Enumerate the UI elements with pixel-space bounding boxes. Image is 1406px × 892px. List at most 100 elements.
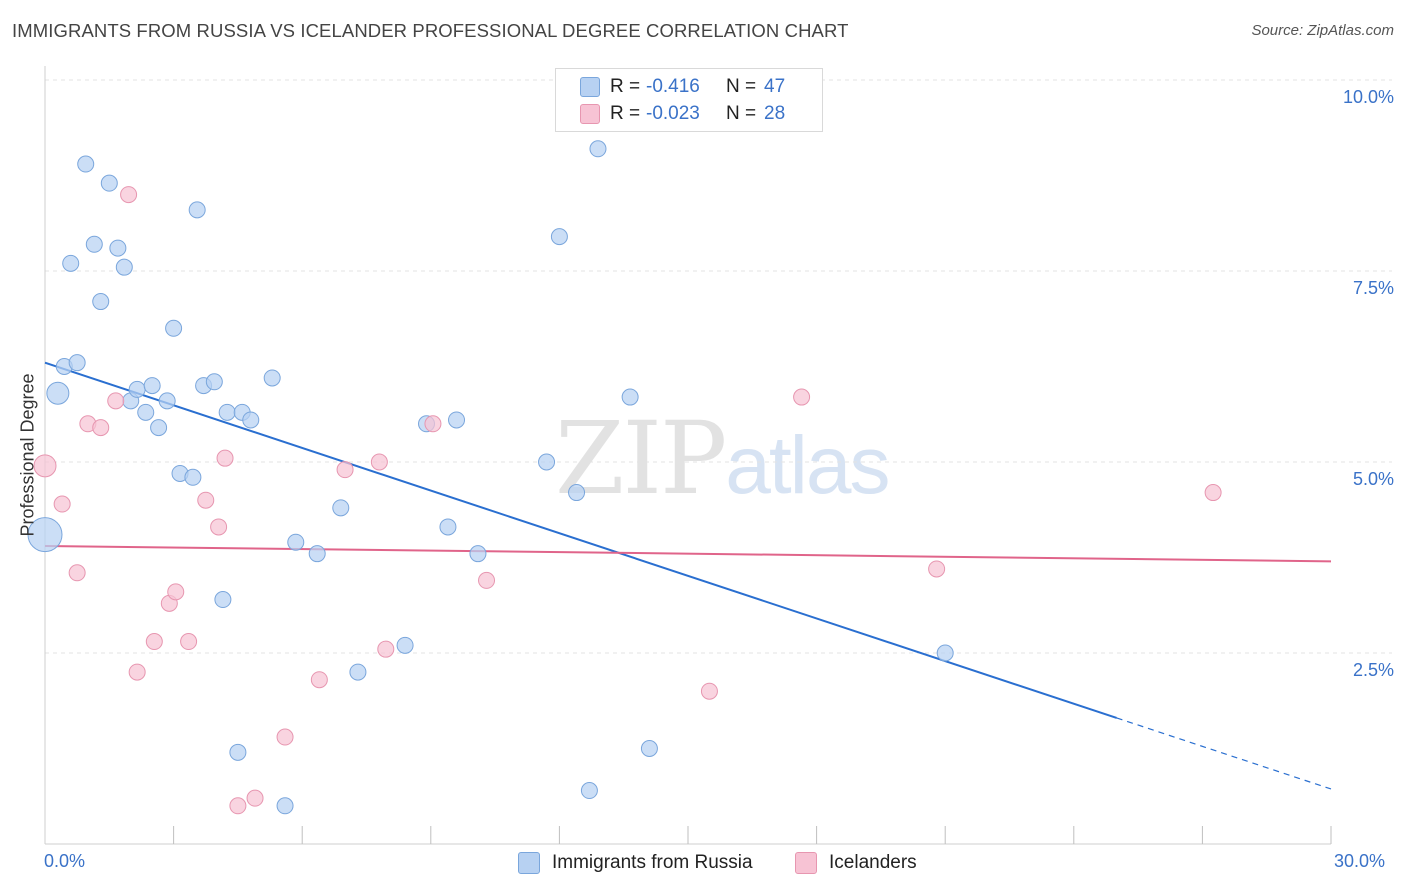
x-tick-label-min: 0.0%: [44, 851, 86, 871]
point-russia: [936, 644, 954, 662]
point-russia: [165, 319, 183, 337]
chart-title: IMMIGRANTS FROM RUSSIA VS ICELANDER PROF…: [12, 20, 849, 41]
bottom-legend-iceland: Icelanders: [795, 852, 917, 874]
y-tick-label-5: 5.0%: [1352, 469, 1394, 489]
bottom-legend-russia: Immigrants from Russia: [518, 852, 753, 874]
legend-swatch-iceland: [580, 104, 600, 124]
point-iceland: [53, 495, 71, 513]
correlation-legend: R = -0.416 N = 47 R = -0.023 N = 28: [555, 68, 823, 132]
point-russia: [469, 545, 487, 563]
point-iceland: [107, 392, 125, 410]
trend-line-iceland: [44, 545, 1332, 563]
bottom-legend-swatch-iceland: [795, 852, 817, 874]
legend-row-iceland: R = -0.023 N = 28: [580, 102, 785, 126]
legend-row-russia: R = -0.416 N = 47: [580, 75, 785, 99]
point-russia: [150, 419, 168, 437]
point-russia: [218, 403, 236, 421]
point-russia: [109, 239, 127, 257]
point-iceland: [310, 671, 328, 689]
watermark-atlas: atlas: [725, 420, 890, 511]
y-tick-label-10: 10.0%: [1342, 87, 1394, 107]
point-russia: [332, 499, 350, 517]
trend-lines: [44, 361, 1332, 790]
point-iceland: [210, 518, 228, 536]
source-credit: Source: ZipAtlas.com: [1251, 22, 1394, 39]
point-iceland: [180, 633, 198, 651]
trend-line-russia-extension: [1116, 717, 1332, 790]
point-iceland: [370, 453, 388, 471]
point-russia: [77, 155, 95, 173]
legend-r-value: -0.023: [646, 103, 700, 124]
point-iceland: [928, 560, 946, 578]
point-russia: [214, 591, 232, 609]
y-axis-label: Professional Degree: [17, 373, 38, 537]
point-russia: [62, 254, 80, 272]
point-iceland: [145, 633, 163, 651]
point-russia: [137, 403, 155, 421]
point-russia: [143, 377, 161, 395]
data-points: [27, 140, 1222, 815]
point-russia: [263, 369, 281, 387]
legend-n-value: 47: [764, 76, 786, 97]
legend-swatch-russia: [580, 77, 600, 97]
point-russia: [85, 235, 103, 253]
point-russia: [158, 392, 176, 410]
point-russia: [396, 636, 414, 654]
point-iceland: [120, 186, 138, 204]
point-russia: [184, 468, 202, 486]
point-iceland: [246, 789, 264, 807]
point-russia: [589, 140, 607, 158]
point-iceland: [276, 728, 294, 746]
point-iceland: [700, 682, 718, 700]
point-russia: [68, 354, 86, 372]
legend-r-label: R =: [610, 76, 641, 97]
point-russia: [27, 517, 63, 553]
point-iceland: [216, 449, 234, 467]
point-iceland: [229, 797, 247, 815]
bottom-legend-label-russia: Immigrants from Russia: [552, 852, 753, 873]
point-iceland: [92, 419, 110, 437]
point-russia: [439, 518, 457, 536]
point-russia: [92, 293, 110, 311]
point-russia: [550, 228, 568, 246]
gridlines: [45, 79, 1392, 654]
point-iceland: [793, 388, 811, 406]
bottom-legend-swatch-russia: [518, 852, 540, 874]
trend-line-russia: [44, 361, 1117, 719]
point-russia: [640, 740, 658, 757]
point-iceland: [377, 640, 395, 658]
point-russia: [580, 782, 598, 800]
point-iceland: [424, 415, 442, 433]
y-tick-label-7-5: 7.5%: [1352, 278, 1394, 298]
legend-r-label: R =: [610, 103, 641, 124]
bottom-legend-label-iceland: Icelanders: [829, 852, 917, 873]
point-iceland: [128, 663, 146, 681]
legend-n-value: 28: [764, 103, 786, 124]
point-russia: [128, 380, 146, 398]
legend-r-value: -0.416: [646, 76, 700, 97]
point-russia: [242, 411, 260, 429]
point-russia: [538, 453, 556, 471]
y-tick-label-2-5: 2.5%: [1352, 660, 1394, 680]
point-russia: [188, 201, 206, 219]
point-russia: [46, 381, 70, 405]
point-russia: [229, 743, 247, 761]
legend-n-label: N =: [726, 103, 757, 124]
point-iceland: [478, 571, 496, 589]
point-iceland: [336, 461, 354, 479]
point-russia: [349, 663, 367, 681]
point-iceland: [1204, 484, 1222, 502]
point-iceland: [197, 491, 215, 509]
point-iceland: [33, 454, 57, 478]
point-russia: [621, 388, 639, 406]
x-tick-label-max: 30.0%: [1334, 851, 1386, 871]
point-russia: [568, 484, 586, 502]
watermark: ZIPatlas: [555, 400, 891, 517]
point-iceland: [167, 583, 185, 601]
point-iceland: [68, 564, 86, 582]
point-russia: [276, 797, 294, 815]
point-russia: [100, 174, 118, 192]
point-russia: [205, 373, 223, 391]
point-russia: [115, 258, 133, 276]
